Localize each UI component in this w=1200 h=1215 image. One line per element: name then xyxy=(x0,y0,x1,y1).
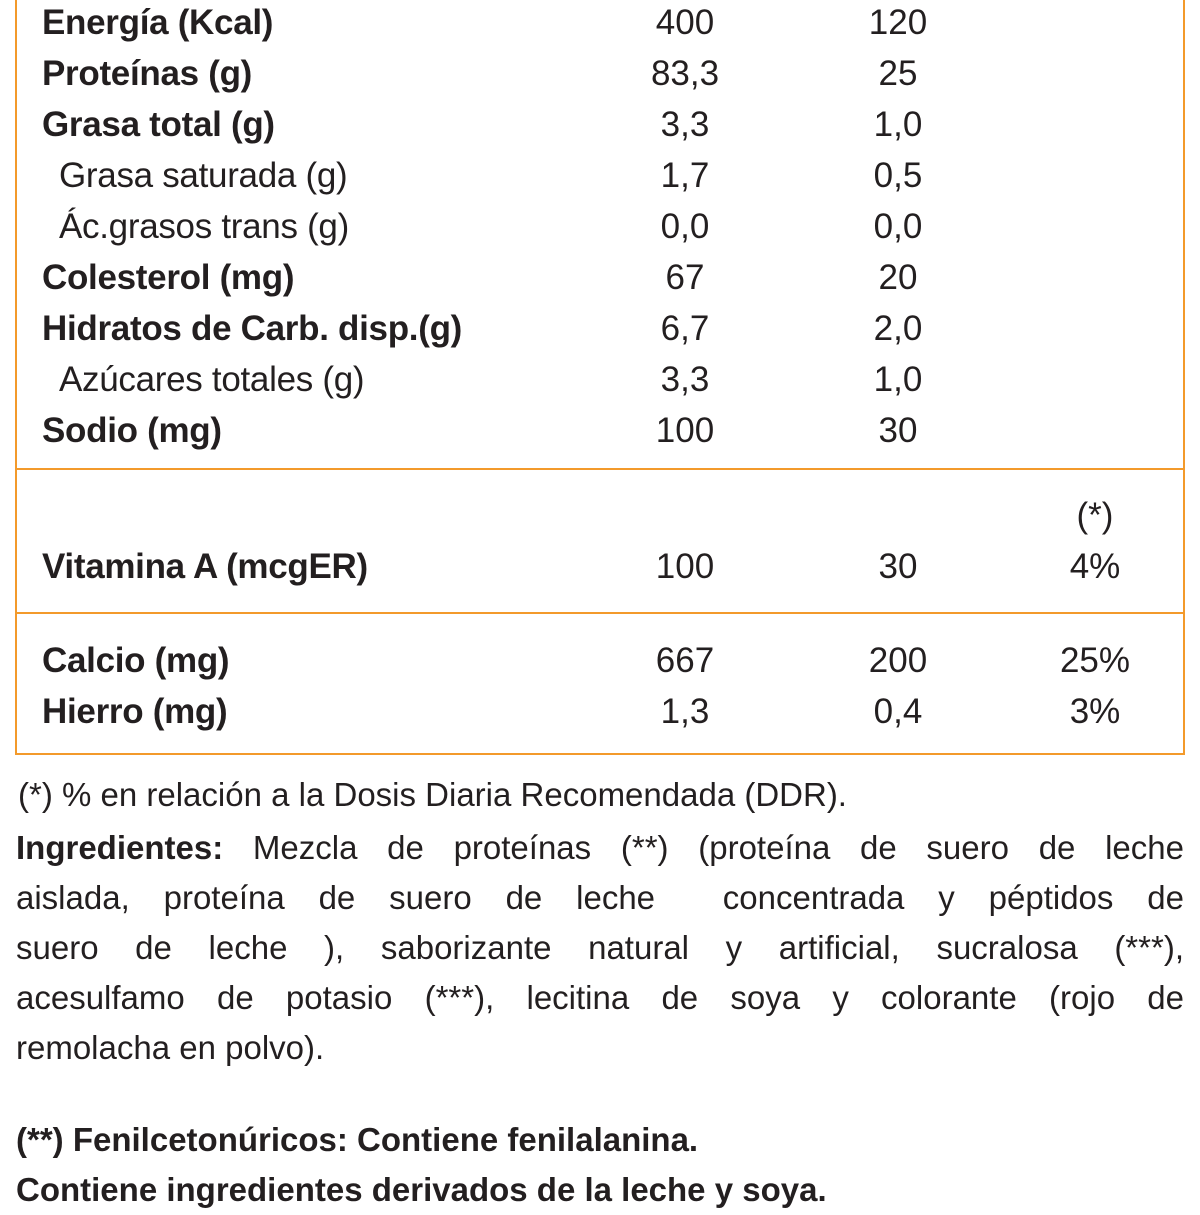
nutrition-table: Energía (Kcal) 400 120 Proteínas (g) 83,3 25 G… xyxy=(15,0,1185,755)
ingredients-text: acesulfamo de potasio (***), lecitina de… xyxy=(16,979,1184,1016)
value: 30 xyxy=(878,547,918,586)
row-label: Hidratos de Carb. disp.(g) xyxy=(42,309,463,348)
sub-row: Azúcares totales (g) 3,3 1,0 xyxy=(17,354,1183,405)
value: 667 xyxy=(655,641,715,680)
row-label: Grasa saturada (g) xyxy=(59,156,348,195)
header-row: (*) xyxy=(17,490,1183,541)
ingredients: Ingredientes: Mezcla de proteínas (**) (… xyxy=(16,823,1184,1073)
row-label: Energía (Kcal) xyxy=(42,3,274,42)
value: 0,4 xyxy=(873,692,923,731)
row: Proteínas (g) 83,3 25 xyxy=(17,48,1183,99)
value: 100 xyxy=(655,411,715,450)
ingredients-text: Mezcla de proteínas (**) (proteína de su… xyxy=(252,829,1184,866)
ingredients-line: acesulfamo de potasio (***), lecitina de… xyxy=(16,973,1184,1023)
ingredients-label: Ingredientes: xyxy=(16,829,224,866)
value: 4% xyxy=(1069,547,1121,586)
value: 0,0 xyxy=(873,207,923,246)
ingredients-text: suero de leche ), saborizante natural y … xyxy=(16,929,1184,966)
value: 1,0 xyxy=(873,360,923,399)
section: Energía (Kcal) 400 120 Proteínas (g) 83,3 25 G… xyxy=(17,0,1183,470)
value: 1,3 xyxy=(660,692,710,731)
footnote: (*) % en relación a la Dosis Diaria Reco… xyxy=(18,776,847,813)
value: 20 xyxy=(878,258,918,297)
value: 0,0 xyxy=(660,207,710,246)
value: 3% xyxy=(1069,692,1121,731)
row: Hidratos de Carb. disp.(g) 6,7 2,0 xyxy=(17,303,1183,354)
value: 3,3 xyxy=(660,105,710,144)
spacer xyxy=(788,490,1008,541)
ingredients-line: suero de leche ), saborizante natural y … xyxy=(16,923,1184,973)
row-label: Hierro (mg) xyxy=(42,692,228,731)
value: 1,7 xyxy=(660,156,710,195)
value: 200 xyxy=(868,641,928,680)
value: 100 xyxy=(655,547,715,586)
value: 400 xyxy=(655,3,715,42)
row-label: Proteínas (g) xyxy=(42,54,253,93)
ingredients-line: remolacha en polvo). xyxy=(16,1023,1184,1073)
value: 6,7 xyxy=(660,309,710,348)
spacer xyxy=(42,490,582,541)
row-label: Vitamina A (mcgER) xyxy=(42,547,368,586)
row-label: Grasa total (g) xyxy=(42,105,275,144)
note: (**) Fenilcetonúricos: Contiene fenilala… xyxy=(16,1121,699,1158)
row-label: Ác.grasos trans (g) xyxy=(59,207,349,246)
sub-row: Ác.grasos trans (g) 0,0 0,0 xyxy=(17,201,1183,252)
section: (*) Vitamina A (mcgER) 100 30 4% xyxy=(17,470,1183,614)
value: 120 xyxy=(868,3,928,42)
ingredients-line: aislada, proteína de suero de leche conc… xyxy=(16,873,1184,923)
row: Colesterol (mg) 67 20 xyxy=(17,252,1183,303)
row-label: Calcio (mg) xyxy=(42,641,230,680)
value: 83,3 xyxy=(650,54,720,93)
note: Contiene ingredientes derivados de la le… xyxy=(16,1171,827,1208)
value: 30 xyxy=(878,411,918,450)
row: Sodio (mg) 100 30 xyxy=(17,405,1183,456)
notes: (**) Fenilcetonúricos: Contiene fenilala… xyxy=(16,1115,827,1215)
ingredients-line: Ingredientes: Mezcla de proteínas (**) (… xyxy=(16,823,1184,873)
row: Hierro (mg) 1,3 0,4 3% xyxy=(17,686,1183,737)
row: Grasa total (g) 3,3 1,0 xyxy=(17,99,1183,150)
column-header: (*) xyxy=(1076,496,1114,535)
value: 3,3 xyxy=(660,360,710,399)
spacer xyxy=(582,490,788,541)
value: 0,5 xyxy=(873,156,923,195)
ingredients-text: aislada, proteína de suero de leche conc… xyxy=(16,879,1184,916)
section: Calcio (mg) 667 200 25% Hierro (mg) 1,3 0,4 3% xyxy=(17,614,1183,753)
value: 25 xyxy=(878,54,918,93)
value: 2,0 xyxy=(873,309,923,348)
row: Vitamina A (mcgER) 100 30 4% xyxy=(17,541,1183,592)
row-label: Azúcares totales (g) xyxy=(59,360,365,399)
row: Calcio (mg) 667 200 25% xyxy=(17,635,1183,686)
row-label: Colesterol (mg) xyxy=(42,258,295,297)
sub-row: Grasa saturada (g) 1,7 0,5 xyxy=(17,150,1183,201)
value: 25% xyxy=(1059,641,1131,680)
ingredients-text: remolacha en polvo). xyxy=(16,1029,325,1066)
value: 67 xyxy=(665,258,705,297)
row-label: Sodio (mg) xyxy=(42,411,222,450)
row: Energía (Kcal) 400 120 xyxy=(17,0,1183,48)
value: 1,0 xyxy=(873,105,923,144)
